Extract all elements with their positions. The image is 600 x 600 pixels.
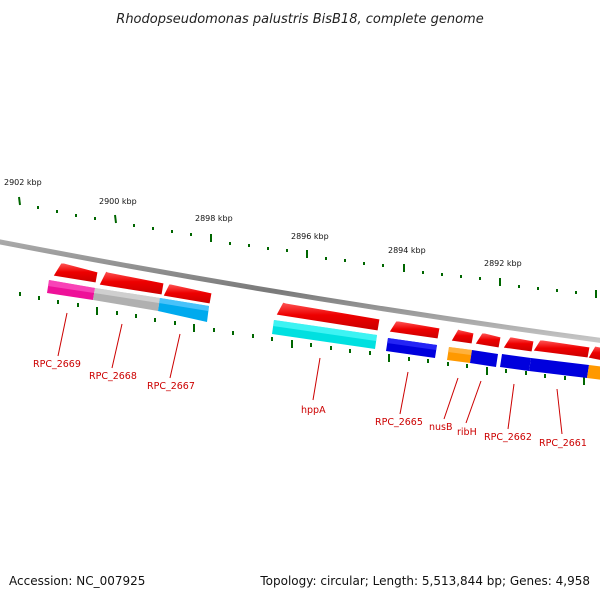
cds-arrow[interactable] [388,320,441,340]
cog-blocks [47,280,600,380]
ruler-label: 2896 kbp [291,232,329,241]
cds-arrow[interactable] [98,270,165,296]
ruler-major-tick [114,214,117,224]
coordinate-ruler: 2902 kbp 2900 kbp 2898 kbp 2896 kbp 2894… [4,178,597,298]
gene-label[interactable]: RPC_2669 [33,359,81,370]
cog-block-orange[interactable] [587,365,600,380]
cog-block-blue[interactable] [500,354,531,371]
ruler-label: 2902 kbp [4,178,42,187]
cds-arrow[interactable] [162,283,213,305]
cds-arrow[interactable] [275,301,381,332]
gene-labels: RPC_2669 RPC_2668 RPC_2667 hppA RPC_2665… [33,359,587,449]
cog-block-blue[interactable] [529,358,589,378]
genome-title: Rhodopseudomonas palustris BisB18, compl… [116,12,483,27]
gene-label[interactable]: RPC_2662 [484,432,532,443]
accession-text: Accession: NC_007925 [9,574,146,588]
inner-ruler-ticks [19,292,585,385]
cog-block-blue[interactable] [470,350,498,367]
ruler-label: 2894 kbp [388,246,426,255]
cds-arrow[interactable] [450,328,475,345]
genome-stats-text: Topology: circular; Length: 5,513,844 bp… [260,574,590,588]
ruler-label: 2898 kbp [195,214,233,223]
ruler-label: 2892 kbp [484,259,522,268]
gene-label[interactable]: hppA [301,405,326,416]
gene-label[interactable]: RPC_2665 [375,417,423,428]
ruler-major-tick [18,196,21,206]
cds-arrow[interactable] [587,345,600,361]
genome-backbone [0,239,600,343]
gene-label[interactable]: ribH [457,427,477,438]
cds-arrow[interactable] [532,339,591,359]
gene-label[interactable]: RPC_2668 [89,371,137,382]
leader-lines [57,312,563,435]
cds-arrow[interactable] [502,336,535,353]
outer-ruler-ticks [18,196,597,298]
gene-label[interactable]: nusB [429,422,453,433]
gene-label[interactable]: RPC_2661 [539,438,587,449]
cds-arrow[interactable] [52,262,99,284]
cds-arrow[interactable] [474,332,502,349]
gene-label[interactable]: RPC_2667 [147,381,195,392]
ruler-label: 2900 kbp [99,197,137,206]
cds-arrows [52,262,600,361]
